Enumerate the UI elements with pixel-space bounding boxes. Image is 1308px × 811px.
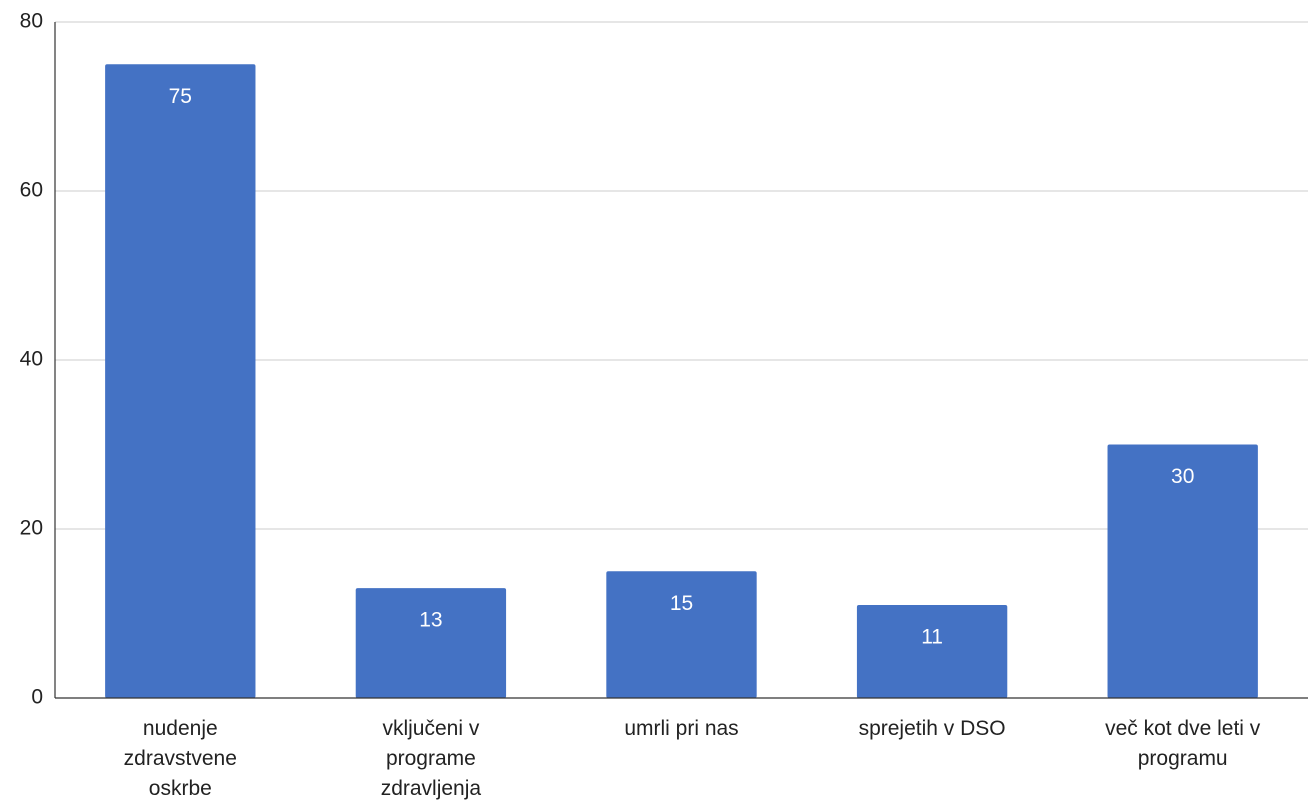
x-tick-label: vključeni v programe zdravljenja [380,717,482,800]
y-tick-label: 40 [20,348,43,371]
bar [606,571,757,698]
bar [105,64,256,698]
bar [856,605,1008,698]
x-tick-label: umrli pri nas [624,717,739,740]
y-tick-label: 0 [31,686,43,709]
x-tick-label: nudenje zdravstvene oskrbe [123,717,237,800]
data-label: 75 [169,85,192,108]
data-label: 13 [419,609,442,632]
x-tick-label: več kot dve leti v programu [1105,717,1261,770]
y-tick-label: 20 [20,517,43,540]
data-label: 15 [670,592,693,615]
y-tick-label: 80 [20,10,43,33]
bar [1107,444,1258,698]
x-tick-label: sprejetih v DSO [858,717,1006,740]
bar [355,588,507,698]
y-tick-label: 60 [20,179,43,202]
data-label: 11 [921,626,943,649]
data-label: 30 [1171,465,1194,488]
